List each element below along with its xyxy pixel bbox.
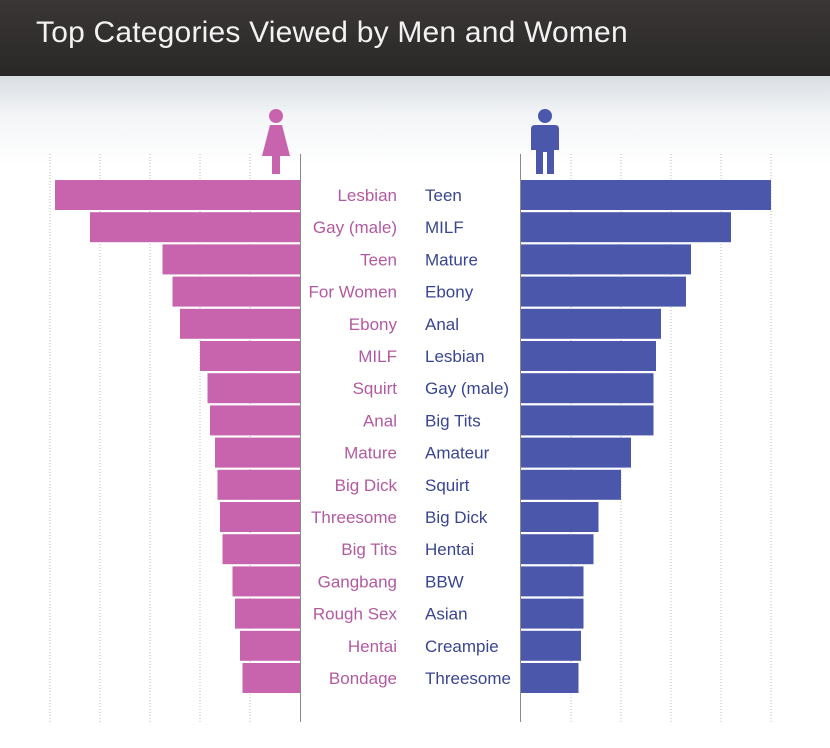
women-bar [232, 566, 300, 597]
men-category-label: Squirt [425, 476, 470, 495]
women-category-label: Teen [360, 250, 397, 269]
women-bar [162, 244, 300, 275]
women-bar [220, 502, 300, 532]
men-bar [521, 373, 654, 404]
women-category-label: Big Tits [341, 540, 397, 559]
men-bar [521, 308, 661, 339]
women-category-label: Gay (male) [313, 218, 397, 237]
women-bar [240, 630, 300, 661]
women-category-label: Bondage [329, 669, 397, 688]
men-bar [521, 341, 656, 371]
men-bar [521, 276, 686, 307]
men-bar [521, 244, 691, 275]
women-category-label: Squirt [353, 379, 398, 398]
men-category-label: BBW [425, 572, 464, 591]
men-bar [521, 469, 621, 500]
men-category-label: Creampie [425, 637, 499, 656]
women-bar [242, 663, 300, 693]
male-icon [531, 109, 559, 174]
men-category-labels: Teen MILF Mature Ebony Anal Lesbian Gay (male)… [425, 186, 511, 688]
men-bar [521, 405, 654, 436]
men-bar [521, 534, 594, 565]
chart-panel: Lesbian Gay (male) Teen For Women Ebony MILF S… [0, 76, 830, 748]
women-bar [210, 405, 300, 436]
women-category-label: Hentai [348, 637, 397, 656]
women-category-label: Mature [344, 444, 397, 463]
men-category-label: Amateur [425, 444, 490, 463]
women-bar [200, 341, 300, 371]
women-bars [55, 180, 300, 693]
women-bar [222, 534, 300, 565]
women-category-label: Rough Sex [313, 605, 398, 624]
women-bar [90, 212, 300, 243]
butterfly-bar-chart: Lesbian Gay (male) Teen For Women Ebony MILF S… [49, 109, 772, 722]
female-icon [262, 109, 290, 174]
women-category-label: Anal [363, 411, 397, 430]
men-bars [521, 180, 771, 693]
men-bar [521, 502, 599, 532]
men-category-label: Ebony [425, 283, 474, 302]
women-bar [217, 469, 300, 500]
men-category-label: Big Tits [425, 411, 481, 430]
men-bar [521, 437, 631, 468]
men-bar [521, 212, 731, 243]
women-category-label: Threesome [311, 508, 397, 527]
men-category-label: Gay (male) [425, 379, 509, 398]
men-category-label: Big Dick [425, 508, 488, 527]
men-category-label: Teen [425, 186, 462, 205]
men-bar [521, 598, 584, 629]
men-bar [521, 566, 584, 597]
men-category-label: MILF [425, 218, 464, 237]
women-bar [55, 180, 300, 210]
men-category-label: Asian [425, 605, 468, 624]
title-bar: Top Categories Viewed by Men and Women [0, 0, 830, 76]
women-bar [235, 598, 300, 629]
men-bar [521, 630, 581, 661]
women-category-label: Gangbang [318, 572, 397, 591]
women-bar [215, 437, 300, 468]
men-category-label: Mature [425, 250, 478, 269]
women-category-label: For Women [309, 283, 398, 302]
women-category-label: Ebony [349, 315, 398, 334]
men-category-label: Lesbian [425, 347, 485, 366]
men-bar [521, 663, 579, 693]
men-category-label: Anal [425, 315, 459, 334]
women-category-label: Big Dick [335, 476, 398, 495]
men-category-label: Threesome [425, 669, 511, 688]
women-category-labels: Lesbian Gay (male) Teen For Women Ebony MILF S… [309, 186, 398, 688]
women-category-label: MILF [358, 347, 397, 366]
men-bar [521, 180, 771, 210]
women-bar [207, 373, 300, 404]
women-bar [172, 276, 300, 307]
women-bar [180, 308, 300, 339]
women-category-label: Lesbian [337, 186, 397, 205]
chart-title: Top Categories Viewed by Men and Women [36, 16, 628, 49]
men-category-label: Hentai [425, 540, 474, 559]
